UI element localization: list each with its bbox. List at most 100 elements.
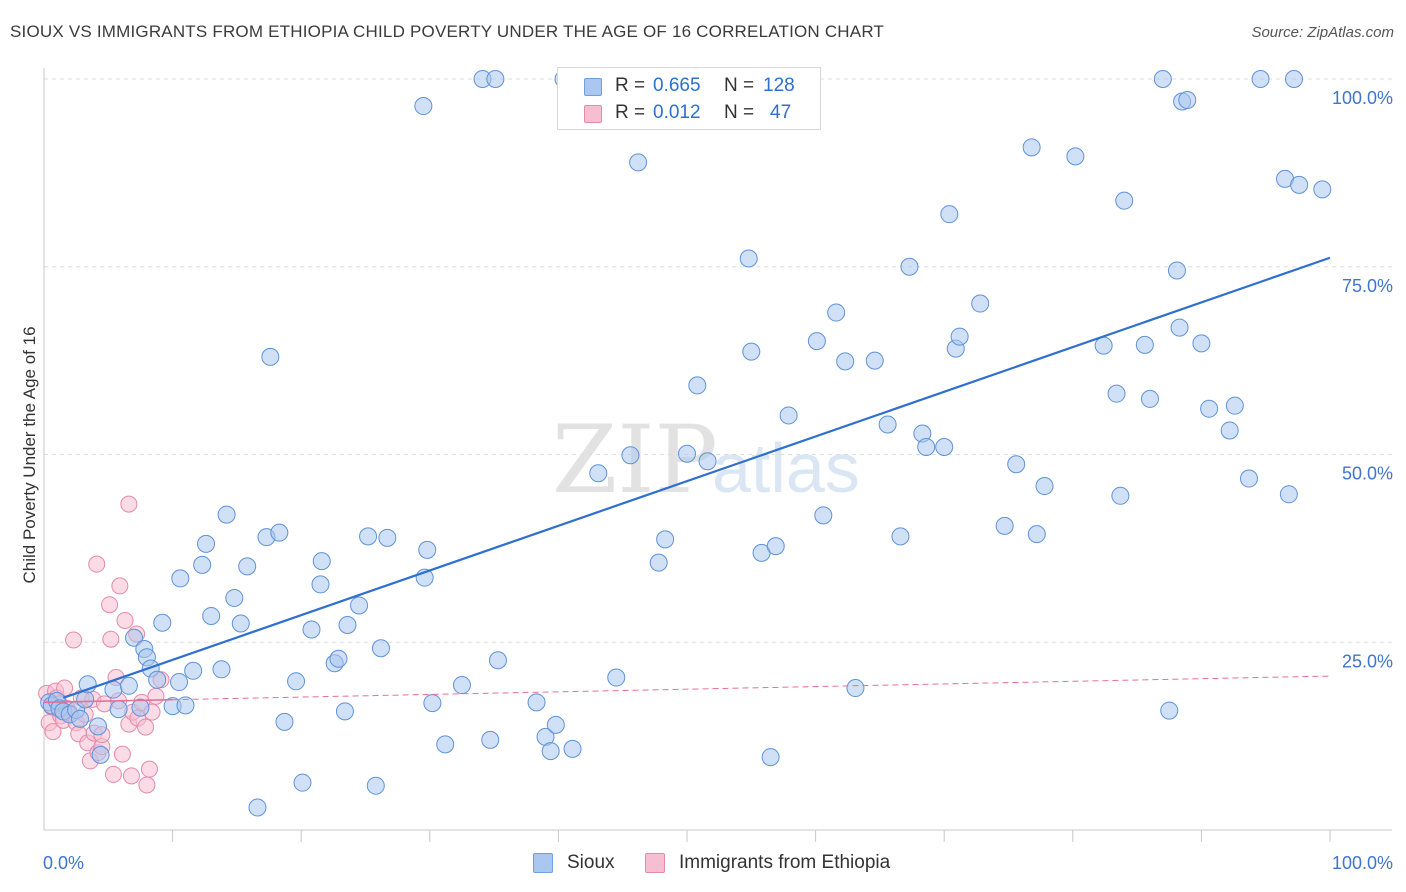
sioux-point-121: [1220, 421, 1239, 440]
sioux-point-90: [865, 351, 884, 370]
sioux-point-31: [217, 505, 236, 524]
source-label: Source: ZipAtlas.com: [1251, 24, 1394, 41]
sioux-point-84: [779, 406, 798, 425]
sioux-point-11: [91, 745, 110, 764]
sioux-point-113: [1153, 70, 1172, 88]
sioux-point-101: [995, 516, 1014, 535]
watermark-atlas: atlas: [712, 429, 860, 507]
x-tick-label-0: 0.0%: [43, 853, 84, 873]
sioux-n-value: 128: [763, 75, 795, 96]
sioux-point-40: [287, 672, 306, 691]
sioux-point-92: [891, 527, 910, 546]
sioux-point-7: [71, 709, 90, 728]
sioux-point-71: [607, 668, 626, 687]
sioux-point-48: [338, 615, 357, 634]
sioux-point-57: [423, 694, 442, 713]
sioux-point-118: [1178, 91, 1197, 110]
sioux-point-13: [109, 700, 128, 719]
trend-lines: [43, 256, 1331, 704]
sioux-point-75: [656, 530, 675, 549]
ethiopia-n-value: 47: [770, 102, 792, 123]
sioux-point-24: [171, 569, 190, 588]
y-tick-label-50: 50.0%: [1342, 464, 1393, 484]
sioux-point-114: [1160, 701, 1179, 720]
sioux-point-34: [238, 557, 257, 576]
sioux-point-35: [248, 798, 267, 817]
sioux-point-39: [275, 712, 294, 731]
sioux-point-120: [1200, 399, 1219, 418]
sioux-point-69: [563, 739, 582, 758]
sioux-point-127: [1284, 70, 1303, 88]
sioux-point-66: [541, 742, 560, 761]
sioux-point-51: [366, 776, 385, 795]
sioux-point-91: [878, 415, 897, 434]
sioux-n-label: N =: [724, 75, 755, 96]
sioux-point-50: [359, 527, 378, 546]
sioux-point-20: [148, 670, 167, 689]
ethiopia-n-label: N =: [724, 102, 755, 123]
sioux-point-103: [1022, 138, 1041, 157]
sioux-point-119: [1192, 334, 1211, 353]
sioux-point-126: [1279, 485, 1298, 504]
sioux-point-29: [202, 606, 221, 625]
sioux-point-72: [621, 446, 640, 465]
sioux-point-105: [1035, 477, 1054, 496]
legend-swatch-ethiopia: [645, 853, 665, 873]
sioux-point-107: [1094, 336, 1113, 355]
ethiopia-point-46: [120, 495, 138, 513]
ethiopia-point-41: [138, 776, 156, 794]
sioux-point-112: [1140, 389, 1159, 408]
sioux-point-116: [1170, 318, 1189, 337]
ethiopia-point-40: [137, 718, 155, 736]
stats-box: R = 0.665 N = 128 R = 0.012 N = 47: [557, 67, 821, 130]
ethiopia-point-21: [88, 555, 106, 573]
sioux-point-70: [589, 464, 608, 483]
sioux-point-89: [846, 679, 865, 698]
sioux-point-42: [302, 620, 321, 639]
stats-row-sioux: R = 0.665 N = 128: [558, 75, 820, 101]
sioux-point-49: [350, 596, 369, 615]
sioux-point-87: [827, 303, 846, 322]
sioux-point-47: [335, 702, 354, 721]
sioux-point-64: [527, 693, 546, 712]
sioux-point-73: [629, 153, 648, 172]
x-tick-label-100: 100.0%: [1332, 853, 1393, 873]
sioux-point-85: [807, 332, 826, 351]
ethiopia-point-44: [147, 687, 165, 705]
ethiopia-point-27: [102, 630, 120, 648]
sioux-point-80: [739, 249, 758, 268]
sioux-point-38: [270, 523, 289, 542]
sioux-point-100: [971, 294, 990, 313]
ethiopia-point-12: [65, 631, 83, 649]
ethiopia-point-35: [122, 767, 140, 785]
sioux-point-96: [935, 437, 954, 456]
sioux-point-59: [452, 676, 471, 695]
sioux-point-115: [1167, 261, 1186, 280]
sioux-point-44: [312, 552, 331, 571]
sioux-point-54: [414, 97, 433, 116]
ethiopia-r-value: 0.012: [653, 102, 701, 123]
sioux-point-77: [688, 376, 707, 395]
ethiopia-r-label: R =: [615, 102, 646, 123]
ethiopia-trend-line-dashed: [172, 675, 1331, 701]
ethiopia-trend-line-solid: [43, 698, 173, 704]
sioux-point-52: [371, 639, 390, 658]
tick-labels: 25.0% 50.0% 75.0% 100.0% 0.0% 100.0%: [43, 88, 1393, 873]
sioux-point-123: [1239, 469, 1258, 488]
ethiopia-point-33: [116, 611, 134, 629]
sioux-point-27: [193, 555, 212, 574]
y-tick-label-100: 100.0%: [1332, 88, 1393, 108]
sioux-point-97: [940, 205, 959, 224]
ethiopia-point-26: [101, 596, 119, 614]
chart-title: SIOUX VS IMMIGRANTS FROM ETHIOPIA CHILD …: [10, 22, 885, 41]
legend-swatch-sioux: [533, 853, 553, 873]
sioux-point-46: [329, 649, 348, 668]
ethiopia-point-32: [113, 745, 131, 763]
sioux-point-58: [436, 735, 455, 754]
sioux-point-32: [225, 588, 244, 607]
sioux-point-110: [1115, 191, 1134, 210]
sioux-point-129: [1313, 180, 1332, 199]
sioux-point-25: [176, 696, 195, 715]
sioux-point-53: [378, 528, 397, 547]
watermark: ZIP atlas: [552, 406, 860, 515]
